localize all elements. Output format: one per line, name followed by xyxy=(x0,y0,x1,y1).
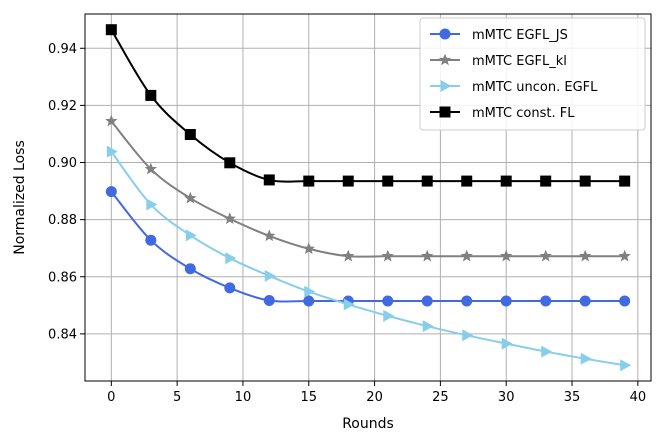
data-point xyxy=(620,359,632,372)
data-point xyxy=(263,174,275,186)
data-point xyxy=(145,234,157,246)
data-point xyxy=(342,175,354,187)
y-tick-label: 0.84 xyxy=(48,327,77,342)
y-tick-label: 0.90 xyxy=(48,156,77,171)
data-point xyxy=(421,249,434,262)
legend-label: mMTC EGFL_kl xyxy=(472,54,567,69)
series-4 xyxy=(105,24,631,187)
data-point xyxy=(184,191,197,204)
data-point xyxy=(105,114,118,127)
data-point xyxy=(579,249,592,262)
series-line xyxy=(110,191,625,303)
data-point xyxy=(225,252,237,265)
data-point xyxy=(541,345,553,358)
legend-item: mMTC uncon. EGFL xyxy=(430,80,598,95)
data-point xyxy=(540,295,552,307)
x-tick-label: 25 xyxy=(432,390,449,405)
data-point xyxy=(382,295,394,307)
series-3 xyxy=(106,145,632,372)
legend-label: mMTC uncon. EGFL xyxy=(472,80,598,95)
series-1 xyxy=(105,186,631,307)
data-point xyxy=(421,175,433,187)
legend-item: mMTC EGFL_kl xyxy=(430,53,567,69)
y-axis-title: Normalized Loss xyxy=(12,140,28,255)
data-point xyxy=(422,320,434,333)
data-point xyxy=(500,175,512,187)
x-tick-label: 35 xyxy=(564,390,581,405)
x-tick-label: 30 xyxy=(498,390,515,405)
plot-frame xyxy=(84,13,652,382)
data-point xyxy=(461,175,473,187)
data-point xyxy=(302,242,315,255)
legend-marker xyxy=(440,80,452,92)
data-point xyxy=(106,145,118,158)
legend-marker xyxy=(439,28,451,40)
data-point xyxy=(144,162,157,175)
data-point xyxy=(184,263,196,275)
x-axis-title: Rounds xyxy=(342,416,394,432)
series-layer xyxy=(105,24,632,372)
data-point xyxy=(421,295,433,307)
data-point xyxy=(184,129,196,141)
data-point xyxy=(461,295,473,307)
data-point xyxy=(224,282,236,294)
data-point xyxy=(303,175,315,187)
data-point xyxy=(619,295,631,307)
data-point xyxy=(579,295,591,307)
data-point xyxy=(223,212,236,225)
data-point xyxy=(381,249,394,262)
data-point xyxy=(618,249,631,262)
data-point xyxy=(619,175,631,187)
x-tick-label: 0 xyxy=(107,390,115,405)
data-point xyxy=(540,175,552,187)
data-point xyxy=(303,295,315,307)
x-tick-label: 10 xyxy=(235,390,252,405)
data-point xyxy=(105,186,117,198)
data-point xyxy=(263,229,276,242)
x-tick-label: 40 xyxy=(630,390,647,405)
data-point xyxy=(185,229,197,242)
legend-box xyxy=(419,17,646,131)
data-point xyxy=(264,269,276,282)
data-point xyxy=(383,309,395,322)
axis-ticks: 0 5 10 15 20 25 30 35 40 0.84 0.86 0.88 0.90 0.92 0.94 xyxy=(48,42,646,405)
data-point xyxy=(580,352,592,365)
legend-item: mMTC const. FL xyxy=(430,106,575,121)
data-point xyxy=(500,249,513,262)
legend: mMTC EGFL_JS mMTC EGFL_kl mMTC uncon. EGFL… xyxy=(419,17,646,131)
data-point xyxy=(105,24,117,36)
data-point xyxy=(263,294,275,306)
data-point xyxy=(579,175,591,187)
legend-marker xyxy=(439,106,451,118)
data-point xyxy=(304,285,316,298)
data-point xyxy=(501,337,513,350)
legend-label: mMTC const. FL xyxy=(472,106,575,121)
y-tick-label: 0.88 xyxy=(48,213,77,228)
y-tick-label: 0.92 xyxy=(48,99,77,114)
data-point xyxy=(500,295,512,307)
series-2 xyxy=(105,114,631,262)
legend-marker xyxy=(438,53,452,66)
data-point xyxy=(145,89,157,101)
data-point xyxy=(382,175,394,187)
legend-item: mMTC EGFL_JS xyxy=(430,28,568,43)
data-point xyxy=(224,157,236,169)
data-point xyxy=(343,298,355,311)
data-point xyxy=(460,249,473,262)
data-point xyxy=(462,329,474,342)
y-tick-label: 0.94 xyxy=(48,42,77,57)
y-tick-label: 0.86 xyxy=(48,270,77,285)
data-point xyxy=(146,198,158,211)
x-tick-label: 20 xyxy=(366,390,383,405)
x-tick-label: 5 xyxy=(173,390,181,405)
legend-label: mMTC EGFL_JS xyxy=(472,28,568,43)
data-point xyxy=(342,249,355,262)
data-point xyxy=(539,249,552,262)
x-tick-label: 15 xyxy=(300,390,317,405)
